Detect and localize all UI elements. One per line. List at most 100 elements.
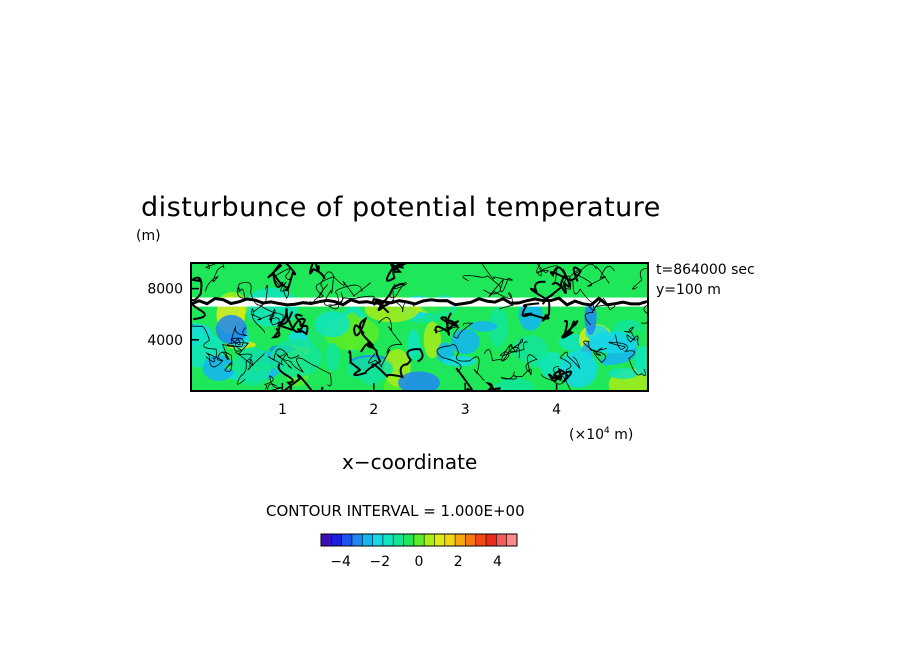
field-patch (442, 355, 476, 367)
contour-interval-label: CONTOUR INTERVAL = 1.000E+00 (266, 502, 525, 520)
contour-line (371, 348, 424, 379)
field-patch (215, 314, 247, 345)
contour-line (389, 281, 415, 313)
colorbar-swatch (403, 534, 415, 546)
x-tick-label: 4 (552, 402, 561, 418)
colorbar-swatch (362, 534, 373, 546)
contour-line (624, 326, 639, 346)
contour-line (608, 334, 646, 376)
field-patch (634, 346, 648, 376)
field-patch (202, 355, 235, 382)
contour-line (250, 308, 280, 334)
field-patch (398, 371, 440, 391)
x-axis-label: x−coordinate (342, 450, 477, 474)
colorbar-tick-label: 0 (415, 554, 424, 570)
colorbar-swatch (331, 534, 342, 546)
contour-lines (191, 263, 648, 391)
colorbar-swatch (393, 534, 404, 546)
contour-line (222, 342, 249, 361)
x-tick-label: 1 (278, 402, 287, 418)
field-patch (451, 328, 480, 355)
colorbar-swatch (496, 534, 507, 546)
contour-line (278, 356, 332, 387)
x-tick-label: 3 (461, 402, 470, 418)
contour-line (368, 317, 403, 368)
field-patch (513, 335, 549, 364)
field-patch (608, 368, 639, 379)
contour-line (462, 263, 513, 293)
chart-title: disturbunce of potential temperature (141, 192, 661, 223)
contour-line (267, 348, 300, 369)
contour-line (272, 268, 294, 300)
contour-line (264, 375, 283, 391)
colorbar-swatch (434, 534, 446, 546)
contour-line (632, 267, 648, 290)
contour-line (191, 276, 206, 321)
contour-line (308, 263, 326, 280)
contour-line (553, 366, 572, 391)
colorbar-swatch (424, 534, 435, 546)
field-patch (314, 311, 350, 338)
slice-label: y=100 m (656, 282, 721, 298)
contour-line (436, 344, 485, 381)
field-patch (325, 342, 340, 372)
colorbar-tick-label: −4 (330, 554, 351, 570)
time-label: t=864000 sec (656, 262, 755, 278)
contour-line (226, 325, 248, 347)
colorbar-tick-label: −2 (369, 554, 390, 570)
colorbar-swatch (413, 534, 425, 546)
y-axis: 4000 8000 (147, 282, 199, 349)
colorbar-tick-label: 4 (493, 554, 502, 570)
contour-line (573, 263, 615, 287)
contour-line (315, 276, 343, 306)
contour-line-band (191, 296, 648, 307)
contour-line (277, 363, 324, 391)
contour-line (347, 339, 382, 377)
colorbar-swatch (341, 534, 353, 546)
contour-line (483, 279, 514, 310)
plot-area (191, 263, 648, 391)
contour-line (277, 308, 309, 336)
contour-line (500, 354, 538, 380)
colorbar-swatch (465, 534, 477, 546)
colorbar-swatch (506, 534, 518, 546)
contour-line (204, 263, 225, 292)
colorbar-swatch (321, 534, 332, 546)
contour-line (535, 263, 559, 285)
field-patch (270, 338, 322, 378)
x-axis: 1 2 3 4 (278, 383, 561, 418)
field-patch (488, 307, 508, 348)
colorbar-swatch (382, 534, 394, 546)
contour-line (235, 351, 265, 385)
x-tick-label: 2 (369, 402, 378, 418)
field-patch (560, 350, 598, 388)
contour-line (583, 340, 608, 364)
colorbar-swatch (351, 534, 363, 546)
field-patch (233, 347, 272, 387)
colorbar-tick-labels: −4 −2 0 2 4 (330, 554, 502, 570)
contour-line (455, 367, 501, 391)
contour-line (353, 316, 375, 353)
contour-line (191, 324, 217, 363)
contour-line (562, 268, 594, 303)
contour-line (433, 322, 474, 339)
x-unit-label: (×104 m) (569, 426, 633, 443)
colorbar-swatch (372, 534, 384, 546)
contour-line (205, 351, 233, 373)
colorbar-swatch (475, 534, 487, 546)
contour-line (521, 298, 551, 322)
plot-frame (190, 262, 649, 392)
field-patch (495, 378, 535, 391)
contour-line (547, 367, 573, 383)
y-tick-label: 4000 (147, 333, 183, 349)
colorbar-swatch (455, 534, 466, 546)
contour-line (385, 263, 408, 282)
colorbar-frame (320, 533, 518, 547)
colorbar-swatch (444, 534, 456, 546)
contour-line (309, 271, 371, 306)
contour-line (501, 338, 523, 362)
colorbar-swatch (486, 534, 497, 546)
contour-line (270, 313, 307, 339)
field-patch (469, 321, 498, 332)
